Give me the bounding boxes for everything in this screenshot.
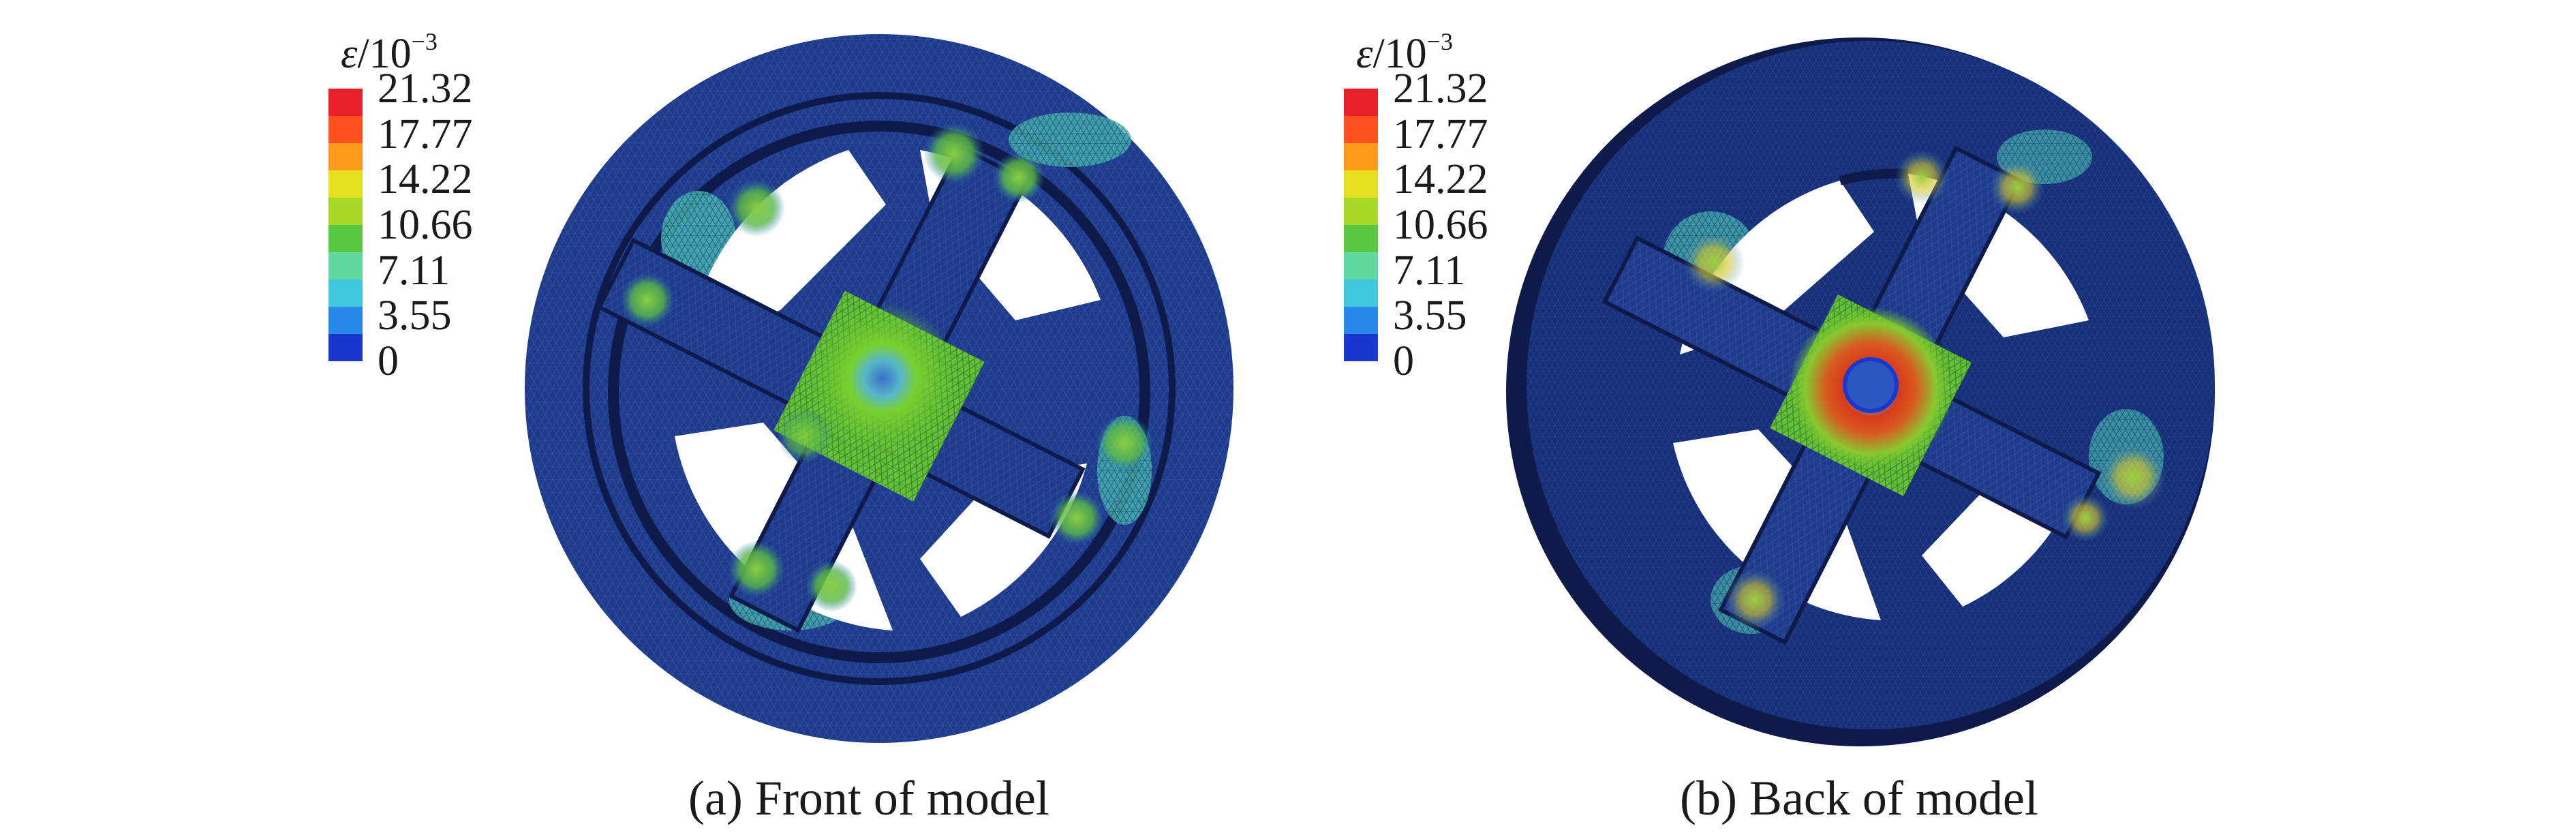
hot-spot — [806, 560, 857, 612]
legend-swatch — [328, 279, 363, 307]
legend-swatch — [328, 225, 363, 252]
legend-swatch — [1344, 143, 1378, 170]
legend-label: 14.22 — [378, 156, 473, 203]
hot-spot — [728, 541, 785, 598]
legend-label: 3.55 — [378, 292, 452, 339]
model-back-image — [1506, 37, 2215, 746]
hot-spot — [1096, 414, 1153, 472]
hub-center — [808, 303, 957, 453]
caption-a: (a) Front of model — [688, 771, 1049, 825]
legend-swatch — [328, 116, 363, 143]
groove-outer — [583, 92, 1176, 685]
hot-spot — [1990, 160, 2044, 215]
legend-label: 0 — [378, 338, 399, 384]
hot-spot — [1683, 232, 1745, 293]
legend-label: 14.22 — [1393, 156, 1488, 203]
legend-denominator: /10 — [357, 31, 412, 77]
strain-region — [1009, 112, 1131, 167]
legend-exponent: −3 — [1426, 28, 1453, 55]
hot-spot — [993, 151, 1045, 203]
hot-spot — [728, 179, 785, 237]
hot-spot — [2100, 444, 2166, 510]
hot-spot — [1895, 150, 1949, 204]
legend-color-bar — [328, 89, 363, 361]
hub-bore — [1843, 357, 1899, 413]
legend-swatch — [328, 307, 363, 334]
legend-swatch — [1344, 307, 1378, 334]
legend-swatch — [328, 334, 363, 361]
hot-spot — [777, 409, 831, 463]
legend-swatch — [1344, 279, 1378, 307]
legend-label: 7.11 — [378, 247, 450, 294]
legend-swatch — [328, 89, 363, 116]
hot-spot — [2061, 494, 2109, 542]
legend-color-bar — [1344, 89, 1378, 361]
legend-swatch — [1344, 170, 1378, 198]
legend-swatch — [328, 198, 363, 225]
legend-swatch — [328, 252, 363, 279]
legend-swatch — [1344, 225, 1378, 252]
legend-label: 7.11 — [1393, 247, 1466, 294]
model-front-image — [525, 34, 1233, 743]
legend-title: ε/10−3 — [341, 27, 438, 78]
legend-symbol: ε — [1356, 31, 1373, 77]
legend-exponent: −3 — [411, 28, 438, 55]
legend-swatch — [1344, 116, 1378, 143]
legend-swatch — [328, 143, 363, 170]
hot-spot — [923, 123, 985, 184]
legend-label: 10.66 — [1393, 202, 1488, 248]
legend-title: ε/10−3 — [1356, 27, 1453, 78]
legend-label: 17.77 — [378, 110, 473, 157]
groove-inner — [608, 121, 1150, 663]
legend-label: 3.55 — [1393, 292, 1467, 339]
legend-label: 17.77 — [1393, 110, 1488, 157]
legend-swatch — [328, 170, 363, 198]
caption-b: (b) Back of model — [1680, 771, 2038, 825]
legend-swatch — [1344, 198, 1378, 225]
hot-spot — [1724, 569, 1785, 630]
legend-symbol: ε — [341, 31, 358, 77]
legend-label: 21.32 — [378, 65, 473, 112]
hot-spot — [1049, 491, 1104, 545]
legend-label: 10.66 — [378, 202, 473, 248]
legend-denominator: /10 — [1373, 31, 1427, 77]
legend-swatch — [1344, 334, 1378, 361]
panel-front-of-model: ε/10−3 21.32 17.77 14.22 10.66 7.11 3.55 0 — [328, 27, 1233, 825]
legend-swatch — [1344, 252, 1378, 279]
panel-back-of-model: ε/10−3 21.32 17.77 14.22 10.66 7.11 3.55 0 — [1288, 0, 2576, 837]
legend-label: 0 — [1393, 338, 1414, 384]
legend-label: 21.32 — [1393, 65, 1488, 112]
hot-spot — [620, 273, 675, 327]
legend-swatch — [1344, 89, 1378, 116]
